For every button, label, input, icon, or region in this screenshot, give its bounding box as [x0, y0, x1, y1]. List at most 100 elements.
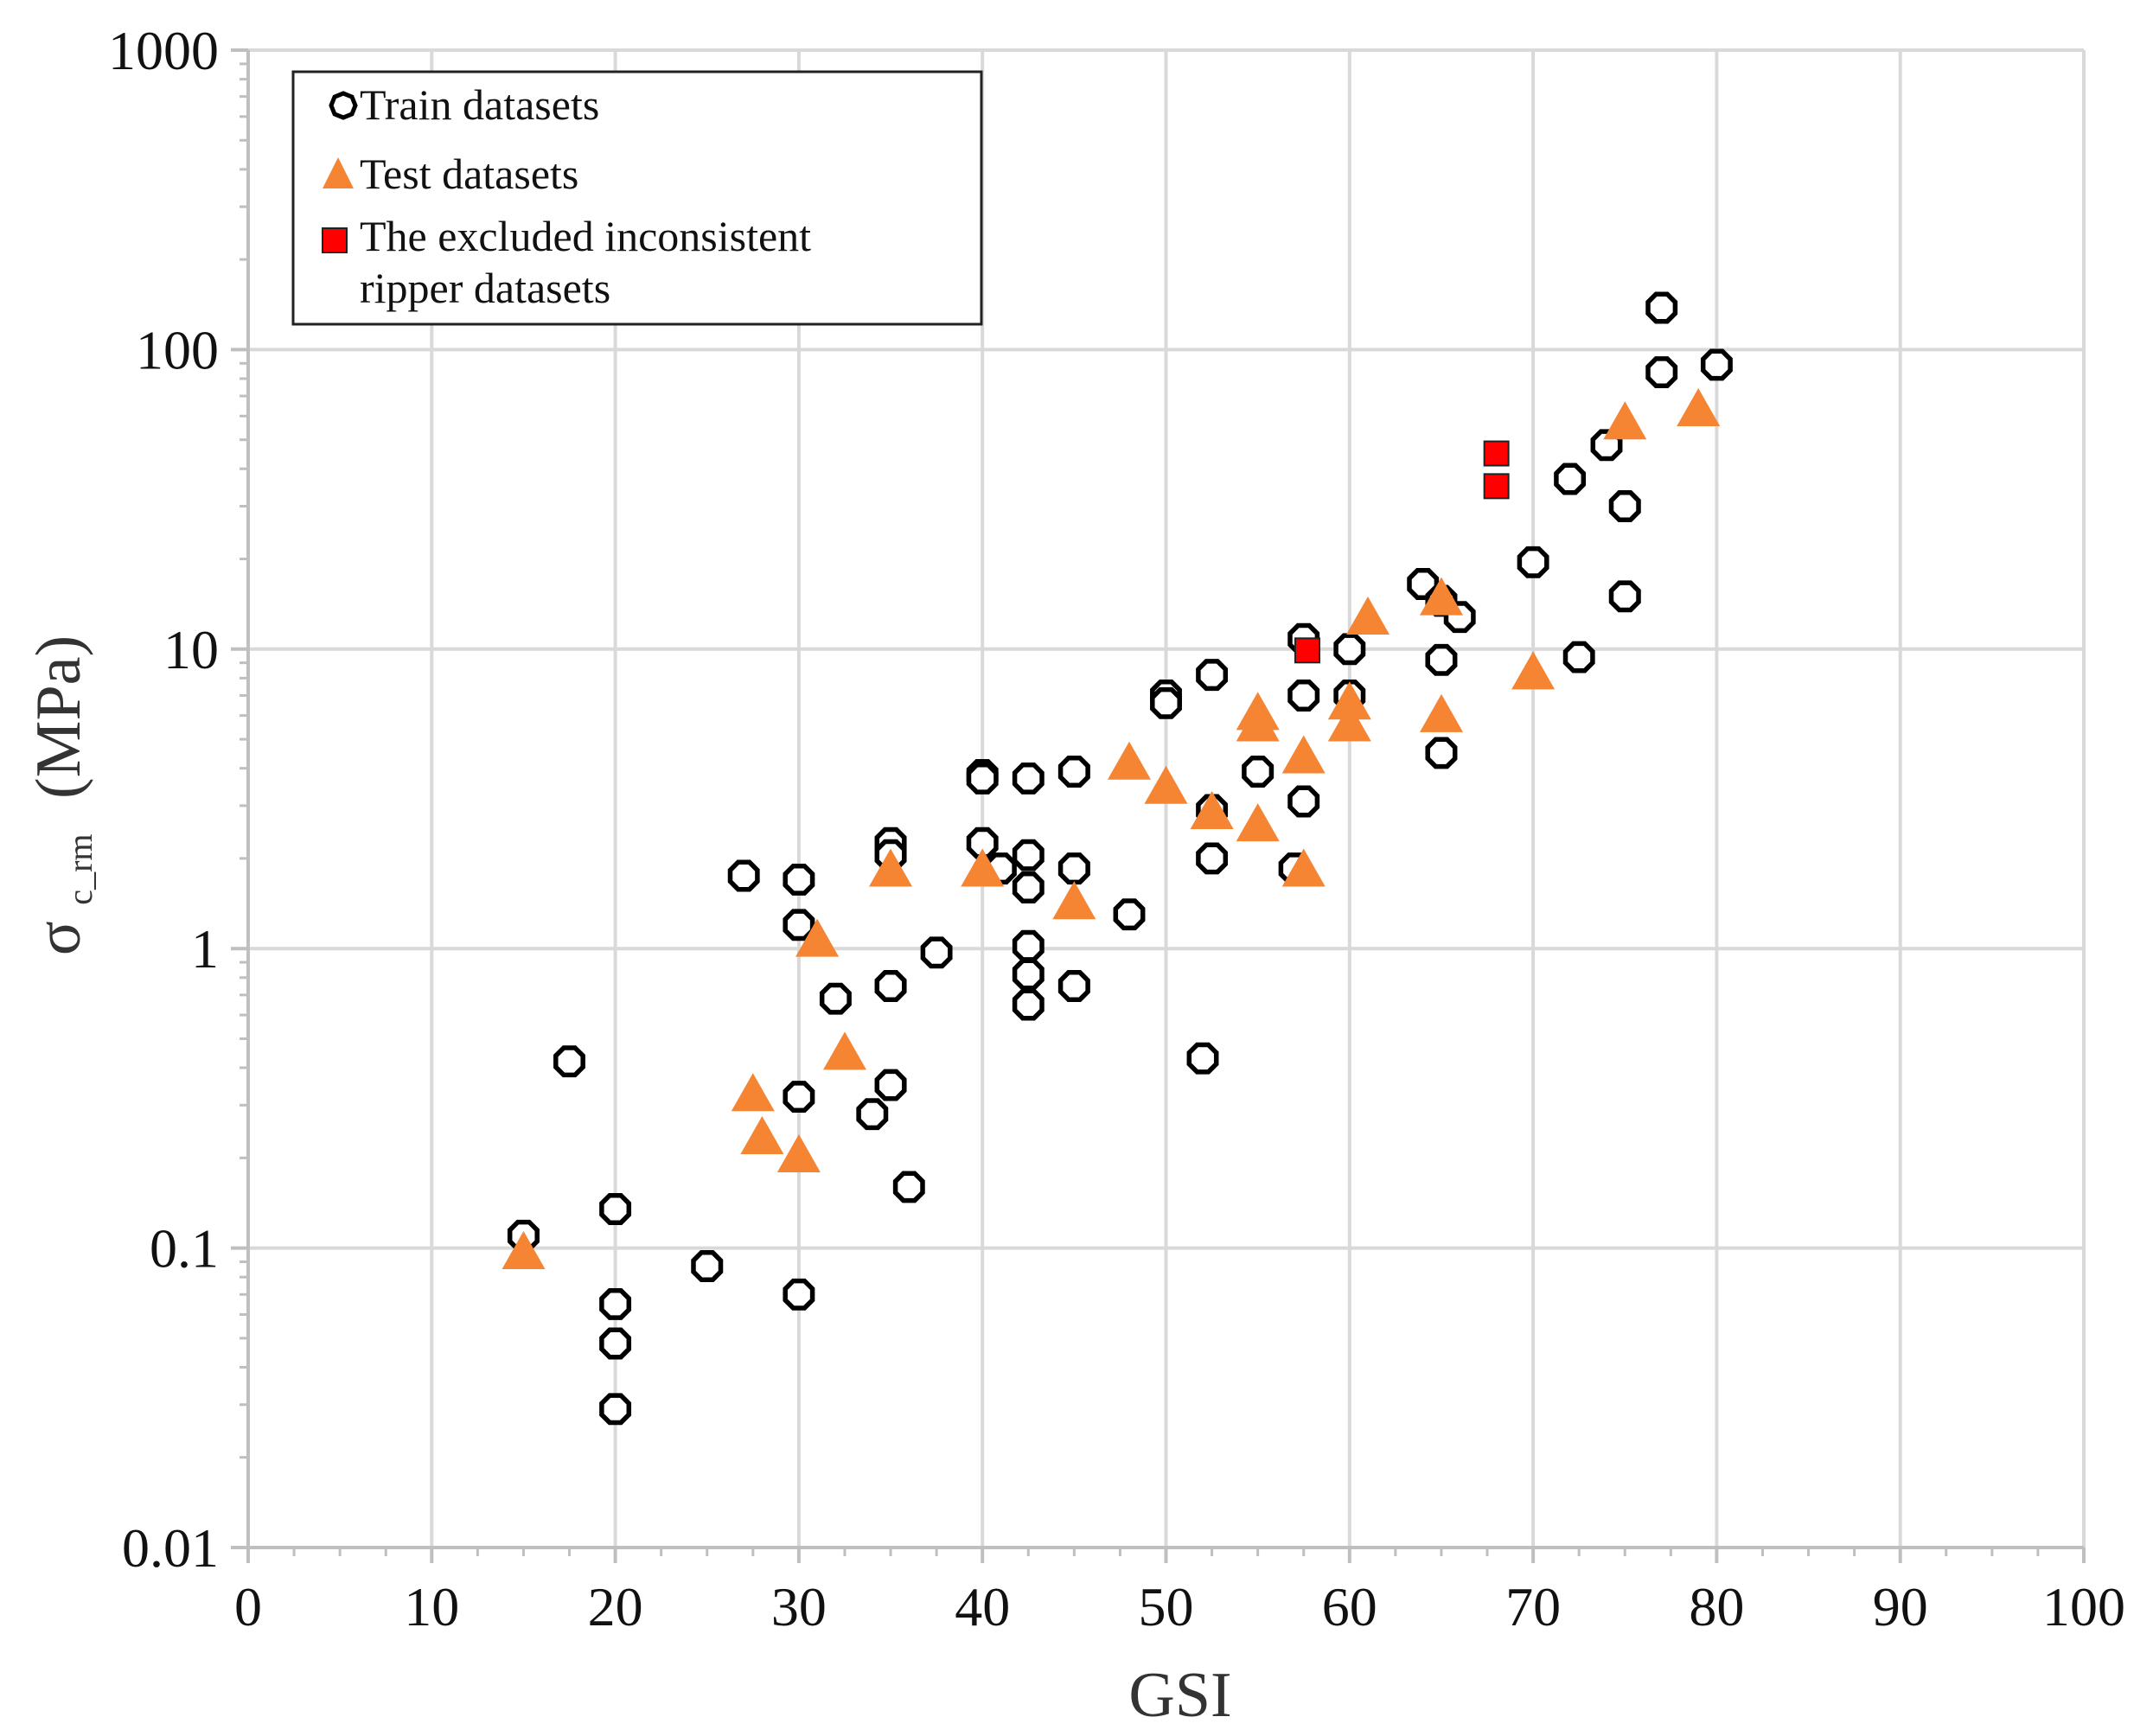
test-point	[961, 848, 1005, 887]
test-point	[502, 1231, 546, 1269]
train-point	[1287, 785, 1320, 818]
test-point	[1511, 651, 1556, 690]
test-point	[740, 1116, 784, 1154]
test-point	[1677, 388, 1721, 426]
train-point	[783, 863, 815, 896]
test-point	[1281, 848, 1326, 887]
y-tick-label: 1	[191, 918, 219, 980]
legend-train-label: Train datasets	[360, 80, 599, 129]
train-point	[874, 970, 907, 1002]
train-point	[1554, 463, 1587, 495]
train-point	[727, 859, 760, 892]
test-point	[1052, 881, 1096, 920]
train-point	[874, 1069, 907, 1101]
y-tick-labels: 0.01 0.1 1 10 100 1000	[108, 20, 219, 1579]
data-points	[502, 291, 1733, 1426]
train-point	[1517, 546, 1549, 578]
y-axis-title-subscript: c_rm	[61, 834, 99, 905]
legend-excluded-label-line1: The excluded inconsistent	[360, 212, 811, 260]
train-point	[1057, 852, 1090, 885]
x-tick-labels: 0 10 20 30 40 50 60 70 80 90 100	[234, 1576, 2125, 1637]
train-point	[1186, 1042, 1219, 1075]
x-axis-title: GSI	[1128, 1660, 1231, 1731]
test-point	[1236, 803, 1280, 842]
train-point	[599, 1327, 632, 1360]
test-point	[1144, 765, 1188, 804]
excluded-point	[1483, 440, 1510, 467]
train-point	[1645, 356, 1678, 389]
x-tick-label: 90	[1873, 1576, 1928, 1637]
test-point	[731, 1073, 775, 1112]
train-point	[1057, 970, 1090, 1002]
x-tick-label: 100	[2042, 1576, 2125, 1637]
y-tick-label: 100	[136, 319, 219, 380]
train-point	[1057, 755, 1090, 788]
y-tick-label: 0.01	[122, 1517, 219, 1579]
x-tick-label: 10	[404, 1576, 459, 1637]
x-tick-label: 40	[955, 1576, 1010, 1637]
train-point	[920, 936, 953, 969]
legend-entry-train: Train datasets	[329, 80, 599, 129]
test-point	[776, 1134, 821, 1172]
train-point	[1113, 898, 1146, 931]
legend-entry-test: Test datasets	[323, 150, 578, 198]
train-point	[599, 1393, 632, 1426]
test-point	[823, 1031, 866, 1070]
test-point	[1420, 693, 1463, 732]
legend-excluded-marker	[322, 227, 348, 253]
test-point	[1420, 577, 1463, 616]
train-point	[599, 1192, 632, 1225]
test-point	[869, 848, 912, 887]
x-tick-label: 60	[1322, 1576, 1377, 1637]
excluded-point	[1483, 473, 1510, 500]
train-point	[1608, 580, 1641, 613]
x-tick-label: 80	[1689, 1576, 1744, 1637]
train-point	[819, 982, 852, 1015]
train-point	[1425, 737, 1458, 769]
legend-train-marker	[329, 91, 358, 120]
train-point	[966, 762, 999, 795]
train-point	[553, 1045, 585, 1078]
test-point	[795, 918, 840, 957]
train-point	[1012, 871, 1045, 903]
test-point	[1346, 597, 1390, 635]
y-axis-title-symbol: σ	[23, 921, 94, 955]
train-point	[1700, 348, 1733, 381]
train-point	[1645, 291, 1678, 324]
train-point	[892, 1171, 925, 1203]
test-point	[1190, 791, 1234, 829]
legend-test-label: Test datasets	[360, 150, 578, 198]
x-tick-label: 30	[771, 1576, 827, 1637]
train-point	[783, 1278, 815, 1311]
x-tick-label: 0	[234, 1576, 262, 1637]
train-point	[1425, 643, 1458, 676]
test-point	[1236, 703, 1280, 742]
x-tick-label: 70	[1505, 1576, 1561, 1637]
test-point	[1327, 681, 1371, 720]
y-tick-label: 10	[163, 619, 219, 680]
legend: Train datasets Test datasets The exclude…	[291, 70, 983, 326]
train-point	[599, 1287, 632, 1320]
y-axis-title: σ c_rm (MPa)	[23, 635, 106, 955]
test-point	[1603, 401, 1647, 440]
train-point	[1012, 958, 1045, 991]
test-point	[1281, 735, 1326, 774]
legend-excluded-label-line2: ripper datasets	[360, 264, 610, 312]
train-point	[1242, 755, 1275, 788]
train-point	[1608, 490, 1641, 522]
excluded-point	[1294, 637, 1320, 664]
train-point	[1287, 680, 1320, 712]
train-point	[691, 1250, 724, 1283]
train-point	[1012, 839, 1045, 871]
train-point	[1562, 641, 1595, 673]
train-point	[783, 909, 815, 941]
legend-test-marker	[323, 157, 354, 188]
svg-text:σ c_rm (MPa): σ c_rm (MPa)	[23, 635, 106, 955]
axes	[231, 48, 2086, 1563]
train-point	[1012, 988, 1045, 1021]
x-tick-label: 50	[1139, 1576, 1194, 1637]
y-axis-title-unit: (MPa)	[23, 635, 94, 799]
train-point	[1012, 929, 1045, 962]
train-point	[856, 1098, 889, 1131]
